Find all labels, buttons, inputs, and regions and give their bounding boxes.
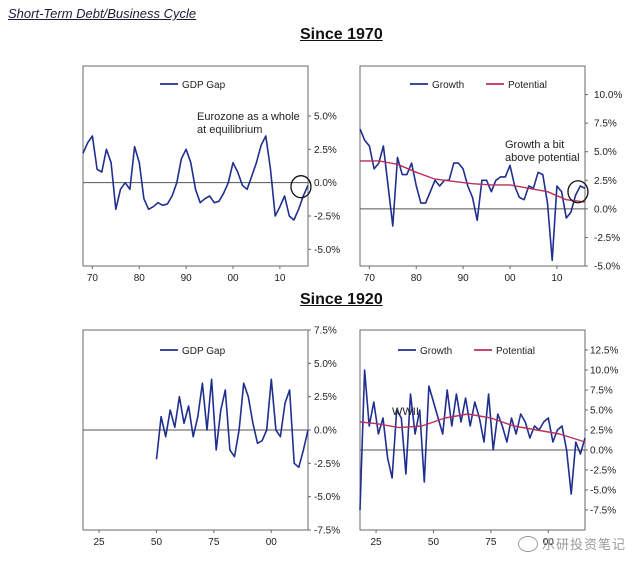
growth-1920-annotation-line-0: WWII	[392, 406, 419, 418]
growth-1920-legend-label-0: Growth	[420, 346, 452, 357]
growth-1970-xtick-label: 00	[504, 273, 516, 284]
gap-1970-ytick-label: 5.0%	[314, 112, 337, 123]
growth-1920-xtick-label: 50	[428, 537, 440, 548]
gap-1970-xtick-label: 70	[87, 273, 99, 284]
growth-1970-annotation-line-0: Growth a bit	[505, 139, 564, 151]
gap-1920-xtick-label: 75	[208, 537, 220, 548]
gap-1920-ytick-label: 5.0%	[314, 359, 337, 370]
growth-1920-ytick-label: 12.5%	[590, 346, 618, 357]
growth-1920-ytick-label: -7.5%	[590, 506, 616, 517]
growth-1920-ytick-label: -2.5%	[590, 466, 616, 477]
gap-1970-highlight-circle	[290, 175, 312, 199]
growth-1920-xtick-label: 00	[543, 537, 555, 548]
growth-1970-legend-label-1: Potential	[508, 80, 547, 91]
growth-1920-legend-label-1: Potential	[496, 346, 535, 357]
gap-1970-ytick-label: 2.5%	[314, 145, 337, 156]
section-title-1970: Since 1970	[300, 26, 383, 43]
growth-1970-ytick-label: 0.0%	[594, 204, 617, 215]
growth-1970-ytick-label: 10.0%	[594, 90, 622, 101]
growth-1920-series-potential	[359, 413, 586, 443]
gap-1920-xtick-label: 25	[94, 537, 106, 548]
gap-1970-annotation-line-1: at equilibrium	[197, 124, 262, 136]
gap-1920-xtick-label: 50	[151, 537, 163, 548]
growth-1970-ytick-label: -5.0%	[594, 262, 620, 273]
growth-1970-annotation-line-1: above potential	[505, 152, 580, 164]
growth-1920-series-growth	[359, 369, 586, 511]
gap-1920-ytick-label: 0.0%	[314, 426, 337, 437]
growth-1970-highlight-circle	[567, 180, 589, 204]
watermark: 乐研投资笔记	[517, 534, 626, 553]
growth-1920-ytick-label: -5.0%	[590, 486, 616, 497]
gap-1970-series-gdp-gap	[82, 135, 309, 221]
growth-1970-series-growth	[359, 128, 586, 262]
gap-1920-ytick-label: -7.5%	[314, 526, 340, 537]
growth-1970-legend-label-0: Growth	[432, 80, 464, 91]
growth-1970-xtick-label: 90	[458, 273, 470, 284]
growth-1920-ytick-label: 2.5%	[590, 426, 613, 437]
growth-1920-xtick-label: 75	[485, 537, 497, 548]
growth-1970-ytick-label: 7.5%	[594, 119, 617, 130]
growth-1970-xtick-label: 10	[551, 273, 563, 284]
gap-1970-xtick-label: 90	[181, 273, 193, 284]
gap-1970-annotation-line-0: Eurozone as a whole	[197, 111, 300, 123]
growth-1920-ytick-label: 5.0%	[590, 406, 613, 417]
growth-1970-xtick-label: 70	[364, 273, 376, 284]
watermark-text: 乐研投资笔记	[541, 537, 626, 552]
gap-1920-legend-label-0: GDP Gap	[182, 346, 226, 357]
gap-1970-legend-label-0: GDP Gap	[182, 80, 226, 91]
growth-1970-ytick-label: -2.5%	[594, 233, 620, 244]
gap-1970-ytick-label: -2.5%	[314, 212, 340, 223]
section-title-1920: Since 1920	[300, 291, 383, 308]
growth-1920-ytick-label: 7.5%	[590, 386, 613, 397]
gap-1970-plot-frame	[82, 65, 309, 267]
gap-1920-ytick-label: -2.5%	[314, 459, 340, 470]
growth-1970-ytick-label: 5.0%	[594, 147, 617, 158]
gap-1920-ytick-label: 7.5%	[314, 326, 337, 337]
gap-1970-xtick-label: 10	[274, 273, 286, 284]
growth-1970-xtick-label: 80	[411, 273, 423, 284]
gap-1920-xtick-label: 00	[266, 537, 278, 548]
gap-1970-ytick-label: 0.0%	[314, 178, 337, 189]
gap-1920-ytick-label: -5.0%	[314, 492, 340, 503]
growth-1920-ytick-label: 0.0%	[590, 446, 613, 457]
gap-1970-xtick-label: 80	[134, 273, 146, 284]
gap-1970-ytick-label: -5.0%	[314, 245, 340, 256]
growth-1970-series-potential	[360, 160, 586, 203]
growth-1920-xtick-label: 25	[371, 537, 383, 548]
growth-1970-ytick-label: 2.5%	[594, 176, 617, 187]
gap-1970-xtick-label: 00	[227, 273, 239, 284]
growth-1920-ytick-label: 10.0%	[590, 366, 618, 377]
wechat-icon	[517, 535, 538, 552]
gap-1920-series-gdp-gap	[155, 378, 309, 469]
growth-1970-plot-frame	[359, 65, 586, 267]
page-title: Short-Term Debt/Business Cycle	[8, 6, 197, 21]
gap-1920-ytick-label: 2.5%	[314, 392, 337, 403]
